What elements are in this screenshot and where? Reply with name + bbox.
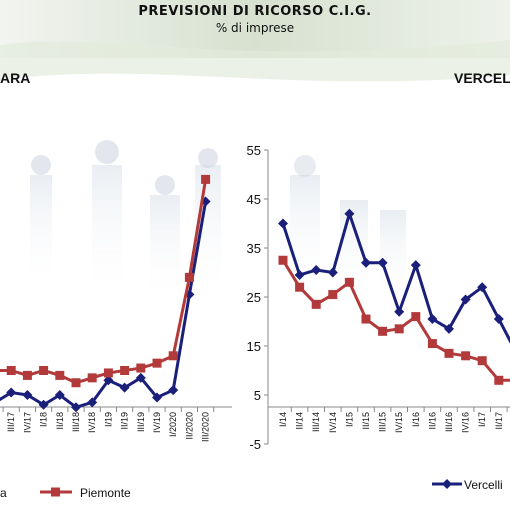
left-point-1 (201, 174, 211, 184)
left-x-tick-label: II/18 (55, 412, 65, 430)
right-point-0 (493, 314, 504, 325)
right-point-0 (361, 257, 371, 268)
left-point-1 (152, 358, 162, 368)
left-point-0 (168, 385, 179, 396)
left-x-tick-label: II/2020 (184, 412, 194, 440)
right-point-0 (427, 314, 438, 325)
left-point-0 (152, 392, 162, 403)
slide-subtitle: % di imprese (215, 21, 295, 35)
left-point-1 (87, 373, 97, 383)
right-x-tick-label: IV/14 (328, 412, 338, 433)
left-point-0 (38, 399, 49, 410)
right-x-tick-label: III/15 (378, 412, 388, 432)
left-x-tick-label: III/18 (71, 412, 81, 432)
left-point-1 (168, 351, 178, 361)
right-point-1 (427, 339, 437, 349)
right-point-1 (295, 282, 305, 292)
left-point-1 (39, 366, 49, 375)
right-point-0 (311, 265, 322, 276)
right-point-1 (394, 324, 404, 334)
left-point-1 (120, 366, 130, 375)
right-y-tick-label: 35 (247, 241, 261, 256)
right-point-0 (327, 267, 338, 278)
left-x-tick-label: I/19 (103, 412, 113, 427)
right-legend-label-0: Vercelli (464, 478, 503, 492)
left-x-tick-label: III/19 (136, 412, 146, 432)
right-point-0 (394, 306, 405, 317)
left-legend-label-0: ra (0, 486, 7, 500)
right-point-1 (361, 314, 371, 324)
right-point-0 (377, 257, 388, 268)
right-point-1 (461, 351, 471, 361)
right-point-1 (328, 290, 338, 300)
left-x-tick-label: IV/18 (87, 412, 97, 433)
left-x-tick-label: III/17 (6, 412, 16, 432)
right-x-tick-label: III/14 (311, 412, 321, 432)
left-point-1 (6, 366, 16, 375)
left-x-tick-label: II/19 (120, 412, 130, 430)
right-point-1 (477, 356, 487, 366)
left-point-1 (71, 378, 81, 388)
left-point-0 (6, 387, 17, 398)
left-point-0 (54, 390, 65, 400)
right-series-line-1 (281, 259, 510, 382)
left-point-0 (22, 390, 33, 400)
left-point-1 (103, 368, 113, 378)
right-x-tick-label: II/14 (295, 412, 305, 430)
left-point-0 (135, 372, 146, 383)
left-point-1 (136, 363, 146, 373)
left-point-0 (87, 397, 98, 408)
right-point-1 (411, 312, 421, 322)
right-point-0 (410, 260, 421, 271)
right-point-0 (294, 269, 305, 280)
right-point-0 (460, 294, 471, 305)
left-x-tick-label: IV/19 (152, 412, 162, 433)
left-point-0 (119, 382, 130, 393)
slide-title: PREVISIONI DI RICORSO C.I.G. (138, 4, 372, 19)
left-legend-marker-1 (51, 487, 60, 497)
right-point-1 (311, 299, 321, 309)
right-point-1 (494, 375, 504, 385)
right-y-tick-label: -5 (249, 437, 261, 452)
right-x-tick-label: I/15 (344, 412, 354, 427)
left-legend-label-1: Piemonte (80, 486, 131, 500)
right-x-tick-label: IV/15 (394, 412, 404, 433)
right-point-1 (378, 326, 388, 336)
right-x-tick-label: II/15 (361, 412, 371, 430)
left-point-0 (103, 375, 114, 386)
right-x-tick-label: IV/16 (461, 412, 471, 433)
left-chart-title: ARA (0, 70, 30, 86)
right-point-0 (444, 323, 454, 334)
right-x-tick-label: I/16 (411, 412, 421, 427)
left-point-1 (22, 370, 32, 380)
right-y-tick-label: 45 (247, 192, 261, 207)
right-point-1 (444, 348, 454, 358)
right-y-tick-label: 5 (254, 388, 261, 403)
right-x-tick-label: III/16 (444, 412, 454, 432)
left-point-1 (184, 272, 194, 282)
right-x-tick-label: I/14 (278, 412, 288, 427)
right-y-tick-label: 55 (247, 143, 261, 158)
right-legend-marker-0 (442, 479, 452, 489)
left-point-1 (55, 370, 65, 380)
right-x-tick-label: I/17 (477, 412, 487, 427)
left-point-0 (71, 402, 81, 413)
right-point-0 (477, 282, 488, 293)
right-chart-title: VERCELL (454, 70, 510, 86)
left-x-tick-label: III/2020 (201, 412, 211, 442)
right-point-1 (278, 255, 288, 265)
right-x-tick-label: II/16 (427, 412, 437, 430)
right-x-tick-label: II/17 (494, 412, 504, 430)
right-point-1 (344, 277, 354, 287)
right-point-0 (344, 208, 355, 219)
right-y-tick-label: 15 (247, 339, 261, 354)
right-y-tick-label: 25 (247, 290, 261, 305)
left-x-tick-label: IV/17 (22, 412, 32, 433)
left-x-tick-label: I/2020 (168, 412, 178, 437)
right-point-0 (278, 218, 288, 229)
left-x-tick-label: I/18 (39, 412, 49, 427)
